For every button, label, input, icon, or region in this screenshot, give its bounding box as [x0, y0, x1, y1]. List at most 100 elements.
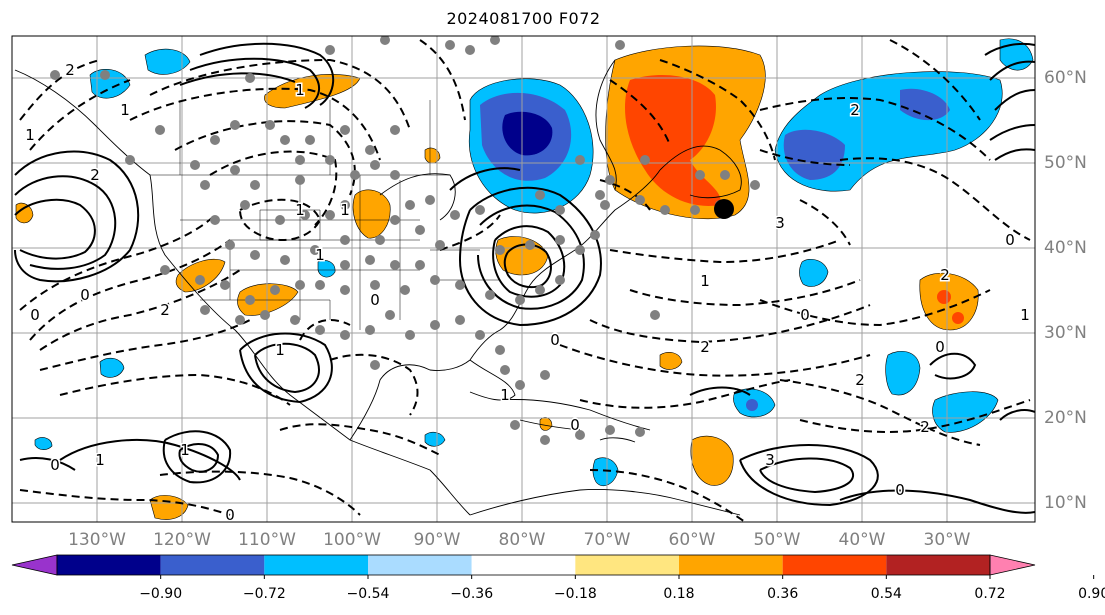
shade-blue-atl-mid2: [799, 259, 829, 287]
colorbar-segment: [57, 555, 161, 575]
colorbar: [11, 554, 1095, 579]
contour-label: 0: [225, 506, 235, 524]
shade-orange-pac: [149, 495, 189, 520]
lat-label: 50°N: [1044, 153, 1087, 173]
colorbar-segment: [264, 555, 368, 575]
lat-label: 30°N: [1044, 323, 1087, 343]
lon-label: 70°W: [583, 530, 631, 550]
contour-label: 1: [700, 272, 710, 290]
shade-blue-gulf2: [424, 431, 446, 447]
shade-blue-nw2: [89, 68, 131, 99]
colorbar-extend-min: [11, 554, 58, 576]
contour-label: 1: [120, 101, 130, 119]
colorbar-tick-label: 0.72: [974, 586, 1006, 602]
location-marker: [714, 199, 734, 219]
colorbar-segment: [471, 555, 576, 575]
colorbar-tick-label: −0.18: [553, 586, 597, 602]
contour-label: 0: [1005, 231, 1015, 249]
colorbar-segment: [368, 555, 472, 575]
shade-orange-carib: [539, 417, 553, 431]
shade-blue-atl-se: [932, 391, 999, 433]
contour-label: 0: [370, 291, 380, 309]
lat-label: 60°N: [1044, 68, 1087, 88]
contour-label: 1: [315, 246, 325, 264]
contour-label: 0: [50, 456, 60, 474]
lon-label: 80°W: [498, 530, 546, 550]
colorbar-tick-label: −0.90: [139, 586, 183, 602]
colorbar-tick-label: 0.90: [1078, 586, 1105, 602]
colorbar-tick-label: 0.36: [767, 586, 799, 602]
contour-label: 1: [340, 201, 350, 219]
lon-label: 100°W: [323, 530, 381, 550]
shade-blue-pac: [34, 437, 53, 450]
shade-orange-ne: [424, 147, 441, 164]
contour-label: 0: [895, 481, 905, 499]
map-title: 2024081700 F072: [446, 9, 601, 28]
shade-orange-mexico: [237, 283, 299, 316]
colorbar-segment: [575, 555, 679, 575]
lon-label: 50°W: [753, 530, 801, 550]
colorbar-segment: [679, 555, 783, 575]
shade-medblue-atlantic2: [900, 88, 950, 121]
contour-label: 1: [25, 126, 35, 144]
dashed-contours: [19, 39, 1031, 522]
map-frame: [11, 35, 1036, 523]
colorbar-tick-label: 0.18: [663, 586, 695, 602]
shade-orange-trop2: [659, 352, 683, 370]
colorbar-tick-label: 0.54: [870, 586, 902, 602]
station-dots: [50, 36, 760, 445]
contour-label: 1: [180, 441, 190, 459]
shade-blue-gulf: [99, 357, 125, 378]
contour-label: 0: [935, 338, 945, 356]
contour-label: 1: [275, 341, 285, 359]
shade-navy-core: [502, 111, 553, 156]
contour-label: 0: [80, 286, 90, 304]
colorbar-segment: [160, 555, 265, 575]
colorbar-segment: [782, 555, 887, 575]
contour-label: 2: [855, 371, 865, 389]
contour-label: 1: [295, 81, 305, 99]
contour-label: 2: [940, 266, 950, 284]
shade-blue-carib: [592, 457, 619, 486]
shade-orange-midwest: [352, 189, 391, 239]
solid-contours: [14, 42, 1035, 514]
contour-label: 1: [295, 201, 305, 219]
contour-label: 2: [90, 166, 100, 184]
shade-blue-atl-east: [885, 350, 921, 396]
contour-label: 1: [95, 451, 105, 469]
lon-label: 110°W: [238, 530, 296, 550]
lon-label: 130°W: [68, 530, 126, 550]
shaded-anomalies: [15, 38, 1034, 520]
contour-label: 1: [500, 386, 510, 404]
lat-label: 20°N: [1044, 408, 1087, 428]
contour-label: 3: [775, 214, 785, 232]
contour-label: 0: [570, 416, 580, 434]
colorbar-tick-label: −0.72: [242, 586, 286, 602]
contour-label: 1: [1020, 306, 1030, 324]
shade-orange-trop: [690, 435, 734, 486]
lon-label: 30°W: [923, 530, 971, 550]
contour-label: 2: [700, 338, 710, 356]
shade-orange-nw2: [15, 202, 34, 224]
shade-blue-nw: [144, 48, 191, 75]
lat-label: 10°N: [1044, 493, 1087, 513]
shade-medblue-atlantic: [783, 129, 845, 180]
contour-label: 2: [850, 101, 860, 119]
contour-label: 2: [160, 301, 170, 319]
contour-label: 0: [800, 306, 810, 324]
lon-label: 90°W: [413, 530, 461, 550]
contour-label: 0: [550, 331, 560, 349]
map-plot-area: 2 2 1 0 0 1 1 1 1 1 1 0 0 1 2 3 0 2 2 2 0 1 0 0 1 0 1 1 3 2 0 0 2: [12, 36, 1035, 524]
shade-blue-mid: [317, 260, 336, 278]
colorbar-segment: [886, 555, 990, 575]
colorbar-tick-label: −0.36: [450, 586, 494, 602]
lon-label: 40°W: [838, 530, 886, 550]
colorbar-tick-label: −0.54: [346, 586, 390, 602]
contour-label: 0: [30, 306, 40, 324]
lon-label: 60°W: [668, 530, 716, 550]
colorbar-extend-max: [989, 554, 1036, 576]
contour-label: 2: [65, 61, 75, 79]
contour-label: 3: [765, 451, 775, 469]
colorbar-outline: [56, 554, 991, 576]
